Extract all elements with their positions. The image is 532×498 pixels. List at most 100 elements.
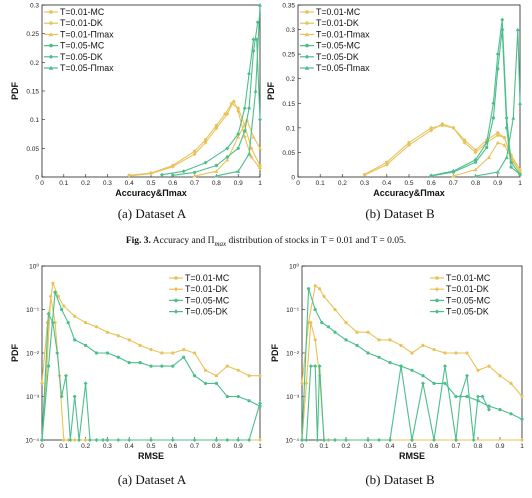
series-t-0-05-dk-point <box>333 438 337 442</box>
series-t-0-05-mc-point <box>520 417 524 421</box>
series-t-0-05-dk-point <box>55 351 60 355</box>
series-t-0-01-dk-point <box>520 438 524 442</box>
series-t-0-05-mc-point <box>203 381 208 386</box>
series-t-0-01-dk-point <box>313 337 318 342</box>
x-tick-label: 0.7 <box>451 443 460 450</box>
y-tick-label: 10⁰ <box>289 263 299 271</box>
legend-entry: T=0.01-Πmax <box>60 29 114 39</box>
legend-entry: T=0.05-MC <box>446 295 491 305</box>
x-tick-label: 0.2 <box>341 443 350 450</box>
y-tick-label: 10⁻⁴ <box>26 438 40 445</box>
legend-swatch-marker <box>174 298 178 303</box>
series-t-0-05-mc-point <box>474 160 478 164</box>
series-t-0-01-mc-point <box>214 374 218 378</box>
x-tick-label: 0.6 <box>427 180 436 187</box>
y-tick-label: 10⁻³ <box>286 394 300 401</box>
series-t-0-05-dk-point <box>471 438 476 442</box>
series-t-0-01-mc-point <box>407 141 411 145</box>
x-tick-label: 0.7 <box>190 180 199 187</box>
series-t-0-05-dk-point <box>94 438 99 442</box>
legend-swatch-marker <box>435 298 439 303</box>
series-t-0-05-mc-point <box>193 374 197 378</box>
x-tick-label: 0.2 <box>81 443 90 450</box>
x-tick-label: 0.5 <box>407 443 416 450</box>
legend-swatch-marker <box>305 10 309 14</box>
series-t-0-05-dk-point <box>192 438 197 442</box>
caption-a-top: (a) Dataset A <box>117 206 187 221</box>
series-t-0-01-max-point <box>495 140 500 145</box>
series-t-0-05-mc-line <box>301 288 523 441</box>
x-tick-label: 0.5 <box>146 180 155 187</box>
series-t-0-01-mc-point <box>247 374 251 378</box>
series-t-0-01-mc-point <box>127 338 131 342</box>
series-t-0-05-mc-point <box>182 355 186 359</box>
series-t-0-05-dk-point <box>421 381 425 386</box>
series-t-0-01-max-point <box>251 134 256 139</box>
series-t-0-01-dk-point <box>225 111 230 116</box>
legend-swatch-marker <box>305 43 309 48</box>
series-t-0-05-dk-point <box>388 438 392 442</box>
legend-entry: T=0.01-DK <box>316 18 359 28</box>
series-t-0-01-mc-point <box>454 351 458 355</box>
series-t-0-05-max-point <box>518 101 522 105</box>
series-t-0-05-max-line <box>216 4 261 177</box>
series-t-0-05-dk-point <box>247 71 252 76</box>
series-t-0-01-mc-point <box>366 330 370 334</box>
series-t-0-05-dk-point <box>432 438 436 442</box>
series-t-0-01-dk-point <box>214 126 219 131</box>
x-tick-label: 0.6 <box>429 443 438 450</box>
legend-entry: T=0.01-MC <box>60 7 105 17</box>
legend-entry: T=0.01-Πmax <box>316 29 370 39</box>
chart-rmse-dataset-a: 0 0.1 0.2 0.3 0.4 0.5 0.6 0.7 0.8 0.9 1 10⁻⁴ 10⁻³ 10⁻… <box>0 254 266 464</box>
series-t-0-05-dk-point <box>101 438 106 442</box>
legend-swatch-marker <box>304 32 310 37</box>
series-t-0-05-dk-point <box>87 438 92 442</box>
series-t-0-05-dk-point <box>225 146 230 151</box>
x-tick-label: 0.1 <box>59 180 68 187</box>
series-t-0-05-mc-point <box>214 163 218 168</box>
series-t-0-01-mc-line <box>129 103 261 176</box>
series-t-0-05-mc-point <box>171 364 175 368</box>
y-tick-label: 0.25 <box>282 52 295 59</box>
series-t-0-05-dk-point <box>308 364 313 369</box>
x-tick-label: 0 <box>40 443 44 450</box>
series-t-0-01-mc-point <box>300 381 304 386</box>
x-axis-label: Accuracy&Πmax <box>373 188 445 198</box>
series-t-0-05-mc-point <box>171 173 175 177</box>
series-t-0-05-mc-line <box>431 29 521 177</box>
y-axis-label: PDF <box>10 343 20 362</box>
y-tick-label: 0.15 <box>282 101 295 108</box>
x-tick-label: 1 <box>258 443 262 450</box>
series-t-0-01-dk-point <box>304 381 309 386</box>
series-t-0-01-mc-point <box>318 287 322 291</box>
series-t-0-01-mc-point <box>171 351 175 355</box>
series-t-0-05-max-point <box>236 169 241 173</box>
legend-swatch-marker <box>48 65 54 70</box>
series-t-0-01-mc-point <box>214 123 218 127</box>
x-axis-label: Accuracy&Πmax <box>115 188 187 198</box>
series-t-0-05-dk-point <box>344 438 348 442</box>
series-t-0-01-dk-point <box>407 143 411 148</box>
series-t-0-01-mc-point <box>355 330 359 334</box>
series-t-0-05-max-point <box>515 27 520 32</box>
series-t-0-05-mc-point <box>60 307 64 312</box>
series-t-0-05-dk-point <box>236 438 241 442</box>
series-t-0-05-mc-point <box>300 438 304 442</box>
series-t-0-01-dk-point <box>258 438 262 442</box>
series-t-0-05-mc-point <box>138 361 142 365</box>
series-t-0-05-mc-point <box>509 165 513 169</box>
x-tick-label: 1 <box>520 443 524 450</box>
series-t-0-01-mc-point <box>258 374 262 378</box>
x-tick-label: 0.8 <box>212 180 221 187</box>
series-t-0-05-mc-point <box>326 325 330 329</box>
series-t-0-01-dk-point <box>242 134 247 139</box>
chart-accuracy-dataset-a: 0 0.1 0.2 0.3 0.4 0.5 0.6 0.7 0.8 0.9 1 0 0.05 0.1 0.1… <box>0 0 266 200</box>
series-t-0-05-mc-point <box>320 320 324 325</box>
x-tick-label: 0.8 <box>471 180 480 187</box>
caption-b-bottom: (b) Dataset B <box>365 472 435 487</box>
series-t-0-01-dk-point <box>249 154 254 159</box>
series-t-0-01-mc-point <box>385 160 389 164</box>
series-t-0-05-max-point <box>214 173 219 178</box>
series-t-0-01-mc-point <box>62 304 66 308</box>
series-t-0-05-mc-point <box>491 116 495 120</box>
